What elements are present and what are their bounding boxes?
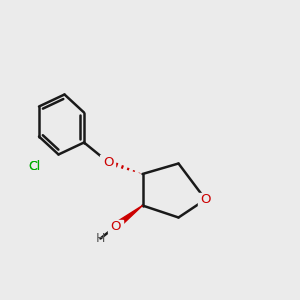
Text: O: O [200,193,211,206]
Bar [108,220,123,233]
Text: Cl: Cl [28,160,40,173]
Bar [21,158,48,175]
Bar [198,193,213,206]
Polygon shape [113,206,142,229]
Text: Cl: Cl [28,160,40,173]
Text: H: H [96,232,105,245]
Text: O: O [110,220,121,233]
Bar [100,155,116,169]
Text: O: O [103,155,113,169]
